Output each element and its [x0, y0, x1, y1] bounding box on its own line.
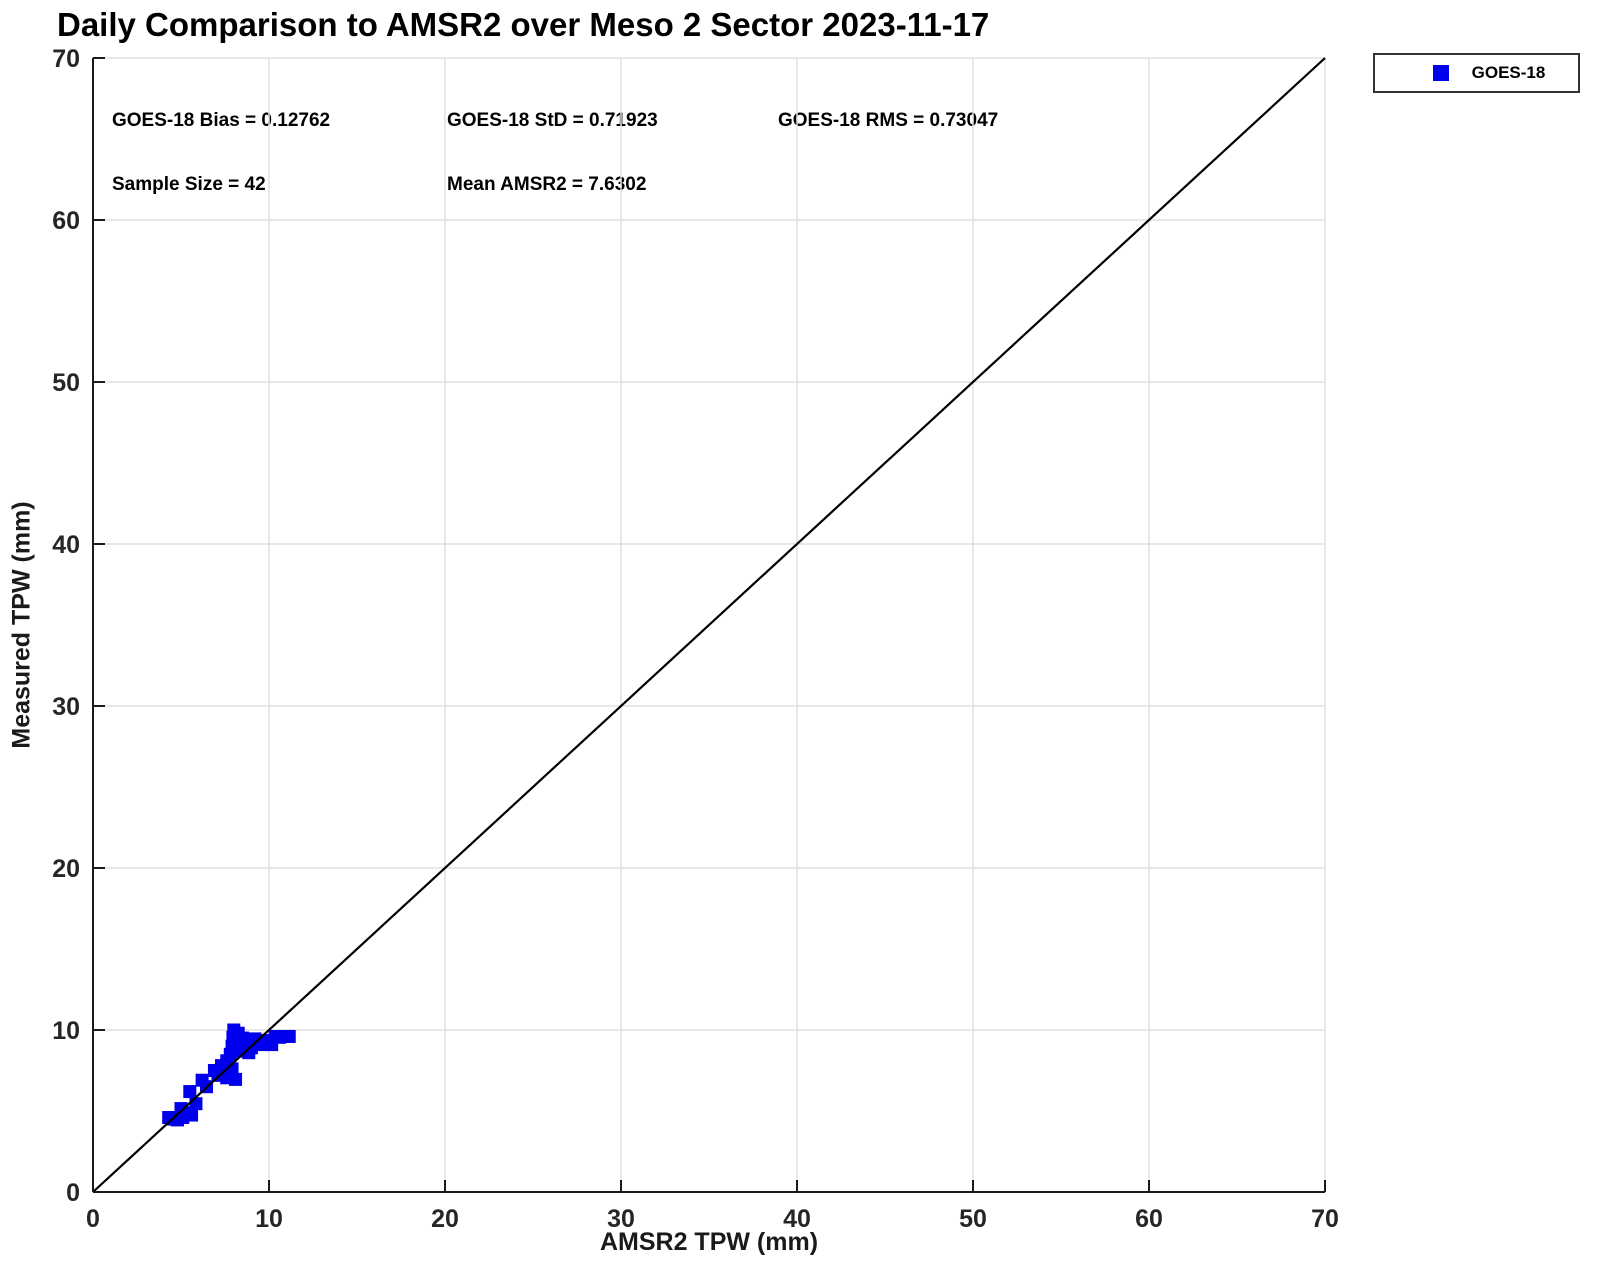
x-tick-label: 50 [959, 1205, 987, 1233]
y-tick-label: 30 [52, 693, 80, 721]
legend-entry-label: GOES-18 [1471, 63, 1546, 82]
grid-lines [93, 57, 1326, 1192]
x-axis-label: AMSR2 TPW (mm) [599, 1228, 819, 1256]
x-tick-label: 0 [86, 1205, 100, 1233]
y-tick-label: 20 [52, 855, 80, 883]
y-tick-label: 60 [52, 207, 80, 235]
axes [92, 57, 1326, 1193]
x-tick-label: 60 [1135, 1205, 1163, 1233]
stat-bias: GOES-18 Bias = 0.12762 [112, 110, 331, 131]
y-tick-label: 50 [52, 369, 80, 397]
scatter-point [174, 1102, 188, 1116]
x-tick-label: 70 [1311, 1205, 1339, 1233]
scatter-point [282, 1029, 296, 1043]
scatter-point [229, 1072, 243, 1086]
tick-labels: 0 10 20 30 40 50 60 70 0 10 20 30 40 50 60 70 [52, 45, 1339, 1233]
x-tick-label: 30 [607, 1205, 635, 1233]
x-tick-label: 20 [431, 1205, 459, 1233]
y-axis-label: Measured TPW (mm) [7, 501, 36, 749]
scatter-point [185, 1108, 199, 1122]
one-to-one-reference-line [92, 57, 1326, 1193]
chart-title: Daily Comparison to AMSR2 over Meso 2 Se… [57, 6, 990, 43]
stat-std: GOES-18 StD = 0.71923 [447, 110, 658, 131]
y-tick-label: 10 [52, 1017, 80, 1045]
stat-sample-size: Sample Size = 42 [112, 174, 266, 195]
x-tick-label: 10 [255, 1205, 283, 1233]
scatter-point [189, 1097, 203, 1111]
scatter-point [183, 1085, 197, 1099]
legend: GOES-18 [1373, 53, 1580, 93]
stat-rms: GOES-18 RMS = 0.73047 [778, 110, 999, 131]
legend-marker-square-icon [1433, 65, 1449, 81]
y-tick-label: 70 [52, 45, 80, 73]
stat-mean-amsr2: Mean AMSR2 = 7.6302 [447, 174, 647, 195]
x-tick-label: 40 [783, 1205, 811, 1233]
y-tick-label: 0 [66, 1179, 80, 1207]
y-tick-label: 40 [52, 531, 80, 559]
scatter-series-goes18 [162, 1023, 296, 1127]
reference-line [92, 57, 1326, 1193]
